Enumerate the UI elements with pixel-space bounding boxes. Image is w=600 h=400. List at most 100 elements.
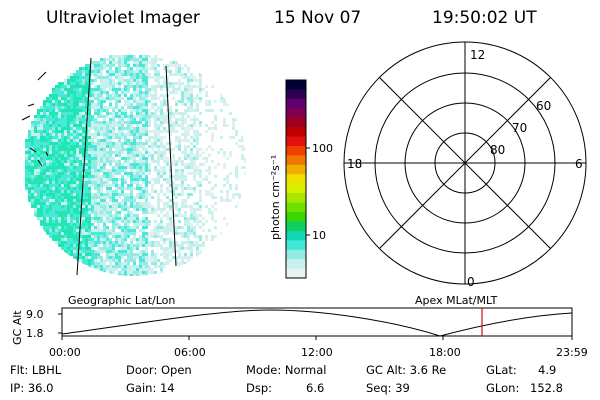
image-pixel (43, 133, 46, 136)
image-pixel (25, 148, 28, 151)
image-pixel (34, 196, 37, 199)
image-pixel (139, 274, 142, 276)
image-pixel (103, 163, 106, 166)
image-pixel (172, 154, 175, 157)
image-pixel (70, 226, 73, 229)
image-pixel (73, 97, 76, 100)
image-pixel (142, 217, 145, 220)
image-pixel (172, 91, 175, 94)
image-pixel (37, 151, 40, 154)
image-pixel (103, 166, 106, 169)
image-pixel (58, 217, 61, 220)
image-pixel (193, 208, 196, 211)
image-pixel (67, 229, 70, 232)
image-pixel (31, 121, 34, 124)
image-pixel (34, 127, 37, 130)
image-pixel (79, 154, 82, 157)
image-pixel (139, 115, 142, 118)
image-pixel (85, 181, 88, 184)
image-pixel (163, 76, 166, 79)
image-pixel (76, 160, 79, 163)
image-pixel (235, 172, 238, 175)
image-pixel (94, 67, 97, 70)
image-pixel (127, 127, 130, 130)
image-pixel (70, 172, 73, 175)
image-pixel (112, 220, 115, 223)
image-pixel (190, 247, 193, 250)
image-pixel (100, 61, 103, 64)
image-pixel (139, 76, 142, 79)
image-pixel (241, 139, 244, 142)
image-pixel (223, 166, 226, 169)
image-pixel (139, 271, 142, 274)
image-pixel (103, 202, 106, 205)
image-pixel (28, 163, 31, 166)
image-pixel (61, 211, 64, 214)
image-pixel (88, 169, 91, 172)
image-pixel (145, 193, 148, 196)
image-pixel (184, 109, 187, 112)
image-pixel (79, 166, 82, 169)
image-pixel (178, 232, 181, 235)
image-pixel (103, 214, 106, 217)
image-pixel (94, 235, 97, 238)
image-pixel (61, 100, 64, 103)
image-pixel (106, 106, 109, 109)
image-pixel (46, 175, 49, 178)
image-pixel (181, 181, 184, 184)
image-pixel (31, 184, 34, 187)
image-pixel (121, 205, 124, 208)
image-pixel (142, 76, 145, 79)
image-pixel (199, 97, 202, 100)
image-pixel (160, 268, 163, 271)
image-pixel (232, 136, 235, 139)
image-pixel (34, 157, 37, 160)
image-pixel (52, 199, 55, 202)
image-pixel (184, 64, 187, 67)
image-pixel (139, 253, 142, 256)
image-pixel (76, 232, 79, 235)
image-pixel (175, 64, 178, 67)
image-pixel (205, 193, 208, 196)
image-pixel (145, 70, 148, 73)
image-pixel (136, 223, 139, 226)
image-pixel (115, 163, 118, 166)
image-pixel (46, 100, 49, 103)
image-pixel (145, 73, 148, 76)
image-pixel (91, 61, 94, 64)
image-pixel (58, 130, 61, 133)
image-pixel (115, 199, 118, 202)
image-pixel (163, 64, 166, 67)
image-pixel (25, 175, 28, 178)
image-pixel (175, 226, 178, 229)
image-pixel (199, 238, 202, 241)
image-pixel (193, 109, 196, 112)
image-pixel (199, 91, 202, 94)
image-pixel (124, 181, 127, 184)
image-pixel (88, 229, 91, 232)
image-pixel (208, 172, 211, 175)
image-pixel (67, 148, 70, 151)
image-pixel (31, 199, 34, 202)
image-pixel (181, 169, 184, 172)
image-pixel (196, 244, 199, 247)
image-pixel (103, 109, 106, 112)
image-pixel (205, 109, 208, 112)
image-pixel (142, 55, 145, 58)
image-pixel (52, 211, 55, 214)
image-pixel (97, 73, 100, 76)
image-pixel (31, 190, 34, 193)
image-pixel (49, 190, 52, 193)
image-pixel (79, 244, 82, 247)
image-pixel (37, 205, 40, 208)
image-pixel (25, 157, 28, 160)
image-pixel (28, 181, 31, 184)
image-pixel (73, 193, 76, 196)
image-pixel (124, 115, 127, 118)
image-pixel (100, 154, 103, 157)
image-pixel (46, 208, 49, 211)
image-pixel (133, 181, 136, 184)
image-pixel (88, 88, 91, 91)
image-pixel (100, 64, 103, 67)
image-pixel (31, 139, 34, 142)
